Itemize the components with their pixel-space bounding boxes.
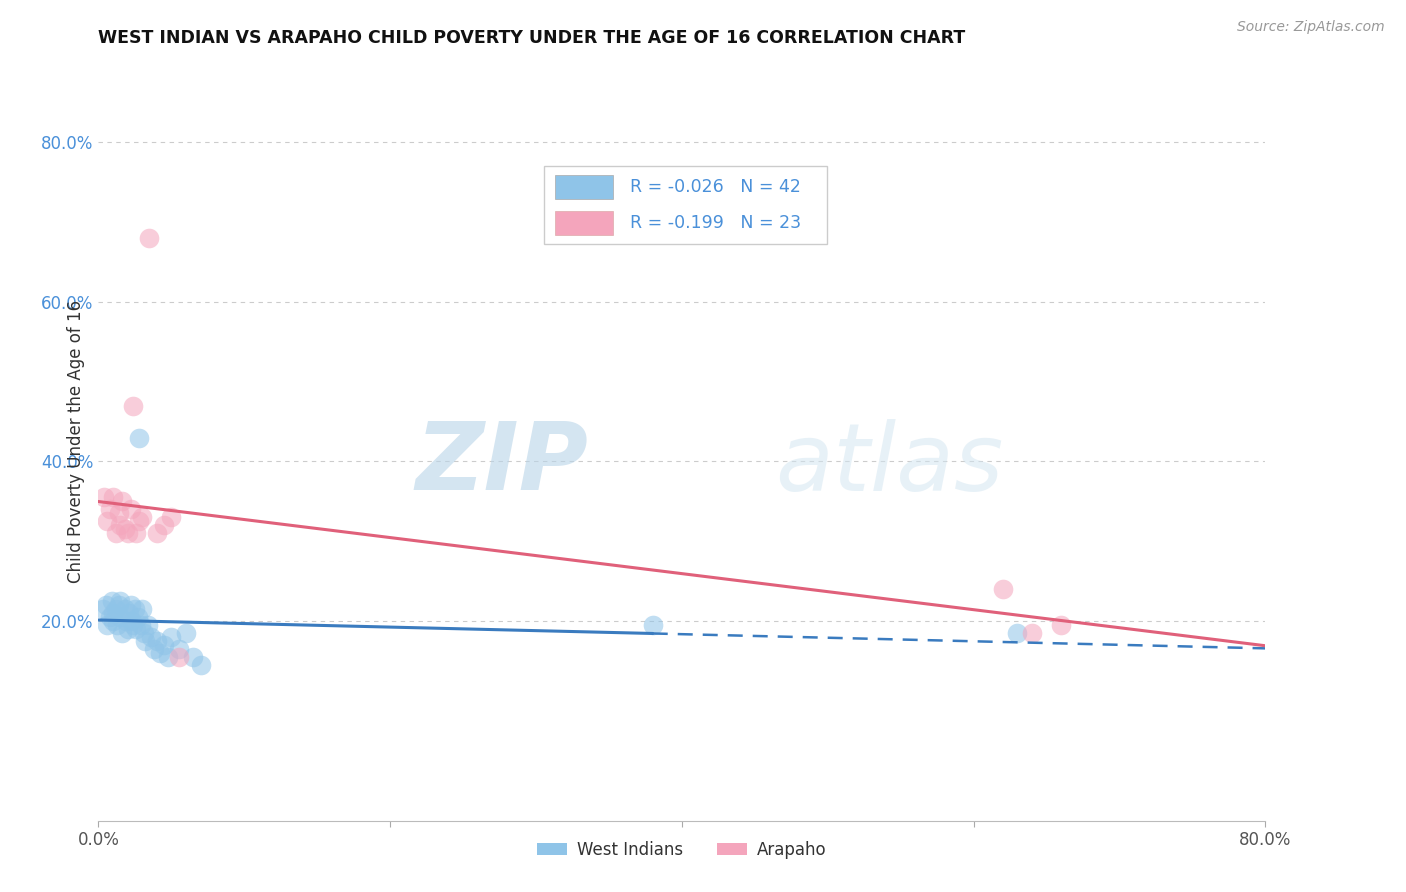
Point <box>110 610 132 624</box>
Point <box>93 491 115 505</box>
Y-axis label: Child Poverty Under the Age of 16: Child Poverty Under the Age of 16 <box>66 300 84 583</box>
FancyBboxPatch shape <box>544 166 827 244</box>
Point <box>110 594 132 608</box>
Point <box>1050 618 1073 632</box>
Point <box>124 602 146 616</box>
Point <box>167 650 190 665</box>
Bar <box>555 211 613 235</box>
Point <box>136 618 159 632</box>
Point <box>125 526 148 541</box>
Text: R = -0.026   N = 42: R = -0.026 N = 42 <box>630 178 801 195</box>
Point <box>105 618 128 632</box>
Point <box>128 431 150 445</box>
Point <box>117 622 139 636</box>
Point <box>160 630 183 644</box>
Point <box>111 494 134 508</box>
Point <box>132 626 155 640</box>
Point <box>98 502 121 516</box>
Point <box>104 526 127 541</box>
Point <box>139 630 162 644</box>
Point <box>127 610 149 624</box>
Point <box>100 594 122 608</box>
Point <box>94 598 117 612</box>
Point <box>157 650 180 665</box>
Point <box>118 606 141 620</box>
Point <box>104 602 127 616</box>
Point <box>110 518 132 533</box>
Point <box>125 622 148 636</box>
Point <box>1007 626 1029 640</box>
Text: Source: ZipAtlas.com: Source: ZipAtlas.com <box>1237 20 1385 34</box>
Point <box>96 618 118 632</box>
Point <box>120 502 142 516</box>
Point <box>91 602 114 616</box>
Point <box>134 634 156 648</box>
Point <box>96 514 118 528</box>
Point <box>108 598 131 612</box>
Point <box>111 626 134 640</box>
Point <box>114 602 136 616</box>
Point <box>115 614 138 628</box>
Text: WEST INDIAN VS ARAPAHO CHILD POVERTY UNDER THE AGE OF 16 CORRELATION CHART: WEST INDIAN VS ARAPAHO CHILD POVERTY UND… <box>98 29 966 47</box>
Point <box>991 582 1014 597</box>
Point <box>101 491 124 505</box>
Point <box>142 642 165 657</box>
Point <box>101 614 124 628</box>
Bar <box>555 175 613 199</box>
Point <box>181 650 204 665</box>
Point <box>138 231 160 245</box>
Point <box>131 602 153 616</box>
Point <box>128 514 150 528</box>
Point <box>108 507 131 521</box>
Point <box>167 642 190 657</box>
Point <box>146 634 169 648</box>
Point <box>114 522 136 536</box>
Point <box>129 618 152 632</box>
Point <box>117 526 139 541</box>
Point <box>146 526 169 541</box>
Point <box>160 510 183 524</box>
Point <box>120 598 142 612</box>
Text: atlas: atlas <box>775 418 1004 510</box>
Point <box>101 606 124 620</box>
Point <box>122 399 145 413</box>
Point <box>1021 626 1043 640</box>
Text: ZIP: ZIP <box>416 418 589 510</box>
Point <box>121 614 143 628</box>
Point <box>153 638 176 652</box>
Point <box>153 518 176 533</box>
Point <box>174 626 197 640</box>
Point <box>131 510 153 524</box>
Point <box>149 646 172 660</box>
Point <box>641 618 664 632</box>
Text: R = -0.199   N = 23: R = -0.199 N = 23 <box>630 214 801 232</box>
Point <box>98 610 121 624</box>
Point <box>122 618 145 632</box>
Point <box>190 658 212 673</box>
Legend: West Indians, Arapaho: West Indians, Arapaho <box>530 834 834 865</box>
